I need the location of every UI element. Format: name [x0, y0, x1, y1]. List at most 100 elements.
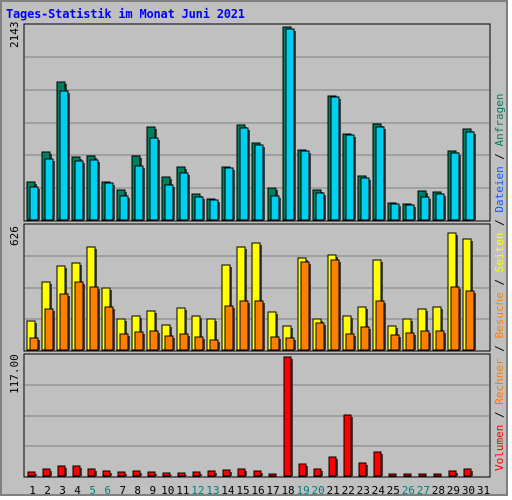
bar-volumen-day-17 [268, 473, 277, 477]
bar-dateien-day-23 [360, 177, 370, 221]
bar-dateien-day-25 [390, 203, 400, 221]
legend-seiten: Seiten [493, 233, 506, 273]
bar-besuche-day-21 [330, 259, 340, 351]
bar-dateien-day-3 [59, 90, 69, 221]
day-label-4: 4 [74, 484, 81, 497]
bar-volumen-day-22 [343, 414, 352, 477]
day-label-20: 20 [312, 484, 325, 497]
bar-volumen-day-6 [102, 470, 111, 477]
bar-dateien-day-24 [375, 126, 385, 221]
day-label-31: 31 [477, 484, 490, 497]
bar-volumen-day-23 [358, 462, 367, 477]
day-label-13: 13 [206, 484, 219, 497]
bar-dateien-day-21 [330, 96, 340, 221]
day-label-10: 10 [161, 484, 174, 497]
bar-volumen-day-9 [147, 471, 156, 477]
bar-volumen-day-13 [207, 470, 216, 477]
bar-dateien-day-28 [435, 193, 445, 221]
bar-besuche-day-17 [270, 336, 280, 351]
axis-max-label-hits: 2143 [8, 22, 21, 49]
bar-volumen-day-30 [463, 468, 472, 477]
bar-besuche-day-27 [420, 330, 430, 351]
day-label-28: 28 [432, 484, 445, 497]
day-label-16: 16 [251, 484, 264, 497]
bar-volumen-day-29 [448, 470, 457, 477]
bar-besuche-day-4 [74, 281, 84, 351]
legend-sep-5: / [493, 146, 506, 159]
bar-besuche-day-5 [89, 286, 99, 351]
legend-dateien: Dateien [493, 166, 506, 212]
legend-rechner: Rechner [493, 358, 506, 405]
bar-volumen-day-4 [72, 465, 81, 477]
bar-volumen-day-26 [403, 473, 412, 477]
day-label-17: 17 [266, 484, 279, 497]
bar-volumen-day-8 [132, 470, 141, 477]
bar-volumen-day-20 [313, 468, 322, 477]
bar-besuche-day-28 [435, 330, 445, 351]
bar-dateien-day-19 [300, 150, 310, 221]
bar-volumen-day-3 [57, 465, 66, 477]
bar-dateien-day-7 [119, 195, 129, 221]
day-label-21: 21 [327, 484, 340, 497]
bar-besuche-day-1 [29, 337, 39, 351]
bar-besuche-day-20 [315, 322, 325, 351]
legend-sep-2: / [493, 339, 506, 352]
axis-max-label-volume: 117.00 [8, 354, 21, 394]
bar-volumen-day-24 [373, 451, 382, 477]
bar-dateien-day-22 [345, 134, 355, 221]
bar-volumen-day-19 [298, 463, 307, 477]
bar-besuche-day-3 [59, 293, 69, 351]
bar-besuche-day-2 [44, 308, 54, 351]
day-label-27: 27 [417, 484, 430, 497]
day-label-11: 11 [176, 484, 189, 497]
bar-besuche-day-15 [239, 300, 249, 351]
day-label-8: 8 [134, 484, 141, 497]
bar-volumen-day-25 [388, 473, 397, 477]
day-label-14: 14 [221, 484, 235, 497]
bar-dateien-day-16 [254, 144, 264, 221]
bar-volumen-day-21 [328, 456, 337, 477]
legend-sep-1: / [493, 405, 506, 418]
day-label-19: 19 [296, 484, 309, 497]
bar-dateien-day-27 [420, 196, 430, 221]
bar-besuche-day-16 [254, 300, 264, 351]
bar-besuche-day-10 [164, 335, 174, 351]
bar-dateien-day-17 [270, 195, 280, 221]
legend-sep-4: / [493, 213, 506, 226]
day-label-2: 2 [44, 484, 51, 497]
axis-max-label-visits: 626 [8, 226, 21, 246]
day-label-24: 24 [372, 484, 386, 497]
bar-volumen-day-2 [42, 468, 51, 477]
bar-dateien-day-26 [405, 204, 415, 221]
bar-besuche-day-14 [224, 305, 234, 351]
day-label-23: 23 [357, 484, 370, 497]
day-label-18: 18 [281, 484, 294, 497]
bar-volumen-day-1 [27, 471, 36, 477]
bar-volumen-day-15 [237, 468, 246, 477]
day-label-6: 6 [104, 484, 111, 497]
bar-dateien-day-8 [134, 165, 144, 221]
day-label-5: 5 [89, 484, 96, 497]
bar-volumen-day-7 [117, 471, 126, 477]
bar-dateien-day-4 [74, 160, 84, 221]
bar-volumen-day-27 [418, 473, 427, 477]
chart-title: Tages-Statistik im Monat Juni 2021 [6, 7, 245, 21]
bar-volumen-day-5 [87, 468, 96, 477]
bar-besuche-day-30 [465, 290, 475, 351]
bar-dateien-day-29 [450, 152, 460, 221]
bar-volumen-day-28 [433, 473, 442, 477]
bar-besuche-day-19 [300, 261, 310, 351]
bar-volumen-day-12 [192, 471, 201, 477]
day-label-9: 9 [149, 484, 156, 497]
bar-besuche-day-11 [179, 333, 189, 351]
day-label-1: 1 [29, 484, 36, 497]
bar-besuche-day-29 [450, 286, 460, 351]
day-label-25: 25 [387, 484, 400, 497]
bar-dateien-day-30 [465, 131, 475, 221]
bar-besuche-day-26 [405, 332, 415, 351]
day-label-30: 30 [462, 484, 475, 497]
chart-legend: Volumen / Rechner / Besuche / Seiten / D… [493, 93, 506, 471]
day-label-29: 29 [447, 484, 460, 497]
bar-dateien-day-11 [179, 172, 189, 221]
